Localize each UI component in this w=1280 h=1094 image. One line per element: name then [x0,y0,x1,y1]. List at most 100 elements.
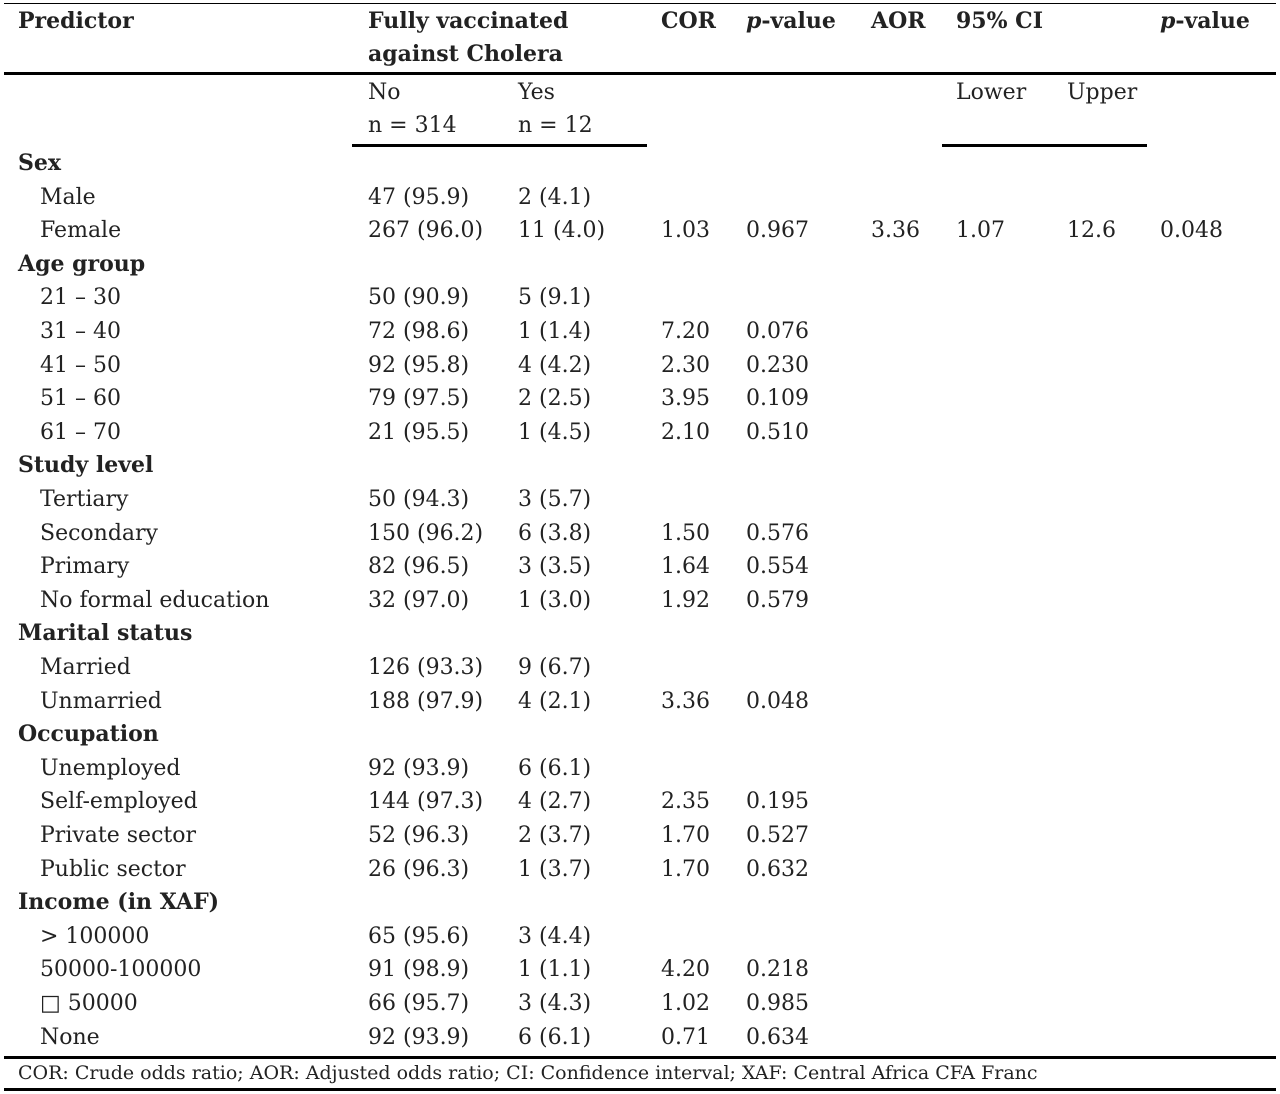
cell-aor: 3.36 [871,218,920,244]
subheader-upper: Upper [1067,80,1138,105]
cell-no: 126 (93.3) [368,655,484,680]
header-p2-italic: p [1160,8,1176,34]
cell-cor: 1.03 [661,218,710,244]
cell-yes: 1 (3.7) [518,856,592,882]
header-cor: COR [661,8,716,34]
cell-p: 0.109 [746,386,809,412]
header-p-rest: -value [761,8,836,34]
header-p-italic: p [746,8,762,34]
cell-cor: 1.70 [661,856,710,882]
cell-p: 0.632 [746,856,809,882]
cell-cor: 2.30 [661,352,710,378]
header-ci: 95% CI [956,8,1043,34]
cell-no: 82 (96.5) [368,554,470,580]
row-label: Primary [40,554,130,580]
cell-p: 0.076 [746,319,809,344]
cell-p2: 0.048 [1160,218,1223,244]
header-predictor: Predictor [18,8,134,34]
cell-upper: 12.6 [1067,218,1116,244]
table-top-rule [4,3,1276,4]
cell-yes: 6 (3.8) [518,520,592,546]
cell-p: 0.195 [746,789,809,815]
table-bottom-rule [4,1056,1276,1059]
footnote-bottom-rule [4,1088,1276,1091]
subheader-yes: Yes [518,80,555,105]
cell-p: 0.554 [746,554,809,580]
group-heading: Income (in XAF) [18,889,220,916]
cell-no: 92 (95.8) [368,352,470,378]
cell-yes: 11 (4.0) [518,218,606,244]
cell-yes: 6 (6.1) [518,755,592,781]
cell-yes: 4 (4.2) [518,352,592,378]
header-fully-vaccinated-line1: Fully vaccinated [368,8,569,34]
cell-cor: 1.64 [661,554,710,580]
subheader-no-n: n = 314 [368,113,457,138]
cell-yes: 6 (6.1) [518,1024,592,1050]
cell-no: 144 (97.3) [368,789,484,815]
cell-yes: 2 (4.1) [518,184,592,210]
header-bottom-rule [4,72,1276,75]
row-label: Unemployed [40,755,181,781]
cell-yes: 3 (4.3) [518,991,592,1016]
cell-p: 0.576 [746,520,809,546]
cell-cor: 2.35 [661,789,710,815]
cell-lower: 1.07 [956,218,1005,244]
cell-cor: 7.20 [661,319,710,344]
cell-p: 0.579 [746,587,809,613]
vaccinated-underline [352,144,647,147]
cell-yes: 1 (1.1) [518,957,592,983]
cell-no: 50 (94.3) [368,487,470,512]
row-label: Female [40,218,122,244]
header-aor: AOR [871,8,926,34]
cell-p: 0.985 [746,991,809,1016]
group-heading: Marital status [18,620,193,647]
header-fully-vaccinated-line2: against Cholera [368,41,563,67]
cell-cor: 1.02 [661,991,710,1016]
row-label: 21 – 30 [40,285,121,311]
header-p-value-2: p-value [1160,5,1250,38]
cell-yes: 2 (3.7) [518,823,592,848]
ci-underline [942,144,1147,147]
cell-no: 92 (93.9) [368,1024,470,1050]
cell-no: 91 (98.9) [368,957,470,983]
cell-yes: 2 (2.5) [518,386,592,412]
subheader-yes-n: n = 12 [518,113,593,138]
cell-no: 32 (97.0) [368,587,470,613]
cell-yes: 3 (4.4) [518,923,592,949]
footnote: COR: Crude odds ratio; AOR: Adjusted odd… [18,1062,1038,1084]
cell-p: 0.218 [746,957,809,983]
cell-p: 0.230 [746,352,809,378]
group-heading: Study level [18,452,154,479]
cell-p: 0.510 [746,419,809,445]
cell-yes: 1 (4.5) [518,419,592,445]
cell-p: 0.527 [746,823,809,848]
cell-no: 267 (96.0) [368,218,484,244]
row-label: □ 50000 [40,991,138,1016]
cell-yes: 1 (3.0) [518,587,592,613]
row-label: Married [40,655,131,680]
cell-no: 72 (98.6) [368,319,470,344]
row-label: Unmarried [40,688,162,714]
row-label: No formal education [40,587,270,613]
subheader-lower: Lower [956,80,1027,105]
header-p-value: p-value [746,5,836,38]
group-heading: Sex [18,150,62,176]
cell-yes: 4 (2.1) [518,688,592,714]
cell-yes: 5 (9.1) [518,285,592,311]
row-label: 31 – 40 [40,319,121,344]
cell-no: 92 (93.9) [368,755,470,781]
row-label: Self-employed [40,789,198,815]
cell-yes: 3 (3.5) [518,554,592,580]
cell-p: 0.967 [746,218,809,244]
cell-cor: 1.70 [661,823,710,848]
cell-no: 21 (95.5) [368,419,470,445]
group-heading: Age group [18,250,146,277]
header-p2-rest: -value [1175,8,1250,34]
row-label: Secondary [40,520,158,546]
cell-cor: 0.71 [661,1024,710,1050]
cell-cor: 3.95 [661,386,710,412]
cell-cor: 4.20 [661,957,710,983]
cell-no: 52 (96.3) [368,823,470,848]
cell-cor: 3.36 [661,688,710,714]
row-label: 41 – 50 [40,352,121,378]
